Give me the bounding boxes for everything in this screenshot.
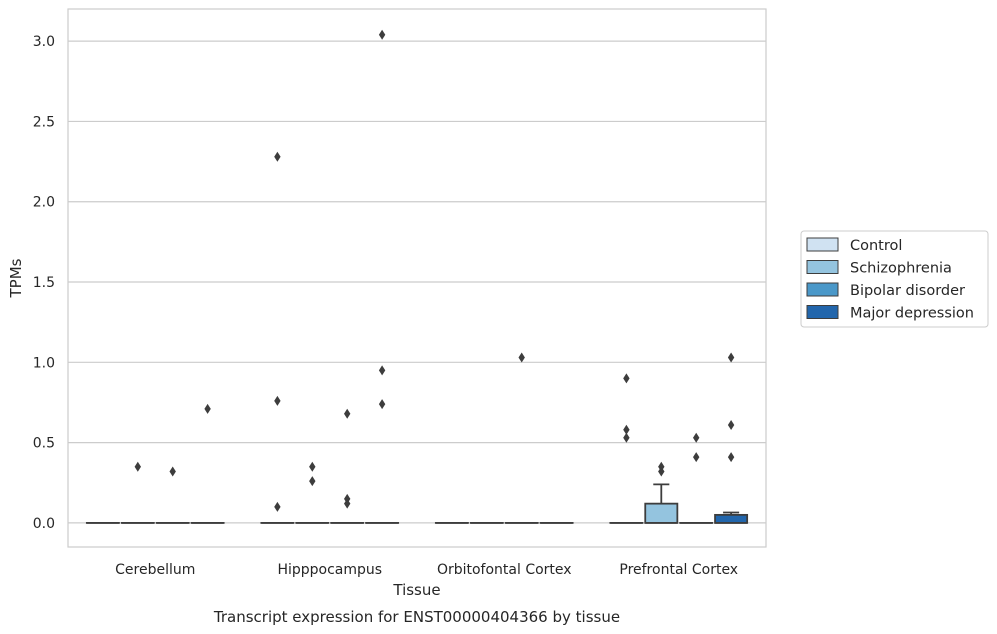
legend-label: Schizophrenia (850, 261, 952, 277)
outlier-point (309, 461, 316, 472)
outlier-point (727, 419, 735, 430)
box-3-3 (714, 511, 749, 524)
y-tick-label: 1.5 (33, 275, 55, 291)
y-tick-label: 2.5 (33, 114, 55, 130)
outlier-point (309, 476, 316, 487)
outlier-point (623, 432, 630, 443)
y-tick-label: 1.0 (33, 355, 55, 371)
y-tick-label: 0.0 (33, 516, 55, 532)
outlier-point (378, 365, 386, 376)
legend-label: Bipolar disorder (850, 283, 965, 299)
legend-swatch (806, 237, 839, 252)
outlier-point (169, 466, 176, 477)
outlier-point (693, 432, 700, 443)
legend: Control Schizophrenia Bipolar disorder Majo… (800, 230, 989, 328)
outlier-point (378, 399, 386, 410)
outlier-point (204, 403, 211, 414)
x-tick-label: Hipppocampus (277, 562, 382, 578)
y-axis-label: TPMs (7, 258, 25, 298)
plot-frame (67, 8, 767, 548)
chart-caption: Transcript expression for ENST0000040436… (213, 608, 620, 626)
box-body (644, 502, 679, 524)
outlier-point (623, 424, 630, 435)
outlier-point (344, 408, 351, 419)
outliers (134, 29, 735, 512)
legend-swatch (806, 305, 839, 319)
outlier-point (693, 452, 700, 463)
outlier-point (274, 501, 281, 512)
plot-background (68, 9, 766, 547)
legend-label: Control (850, 238, 902, 254)
legend-swatch (806, 282, 839, 297)
legend-frame (800, 230, 989, 328)
box-body (714, 513, 749, 524)
y-tick-labels: 0.0 0.5 1.0 1.5 2.0 2.5 3.0 (33, 34, 55, 532)
outlier-point (518, 352, 525, 363)
legend-label: Major depression (850, 306, 974, 322)
box-3-1 (644, 483, 679, 524)
x-axis-label: Tissue (392, 581, 440, 599)
y-tick-label: 0.5 (33, 436, 55, 452)
outlier-point (344, 498, 351, 509)
x-tick-label: Orbitofontal Cortex (437, 562, 572, 578)
y-tick-label: 2.0 (33, 195, 55, 211)
outlier-point (134, 461, 141, 472)
outlier-point (727, 452, 735, 463)
legend-swatch (806, 260, 839, 274)
outlier-point (274, 151, 281, 162)
x-tick-label: Cerebellum (115, 562, 195, 578)
outlier-point (378, 29, 386, 40)
x-tick-labels: Cerebellum Hipppocampus Orbitofontal Corte… (115, 562, 738, 578)
x-tick-label: Prefrontal Cortex (619, 562, 738, 578)
outlier-point (658, 466, 665, 477)
boxes (85, 483, 749, 524)
y-tick-label: 3.0 (33, 34, 55, 50)
outlier-point (274, 395, 281, 406)
outlier-point (623, 373, 630, 384)
legend-entries: Control Schizophrenia Bipolar disorder Majo… (806, 237, 974, 322)
outlier-point (727, 352, 735, 363)
